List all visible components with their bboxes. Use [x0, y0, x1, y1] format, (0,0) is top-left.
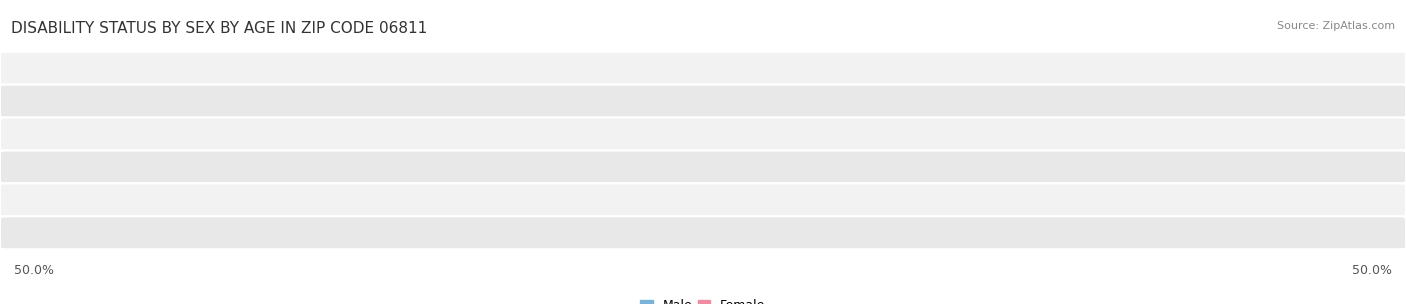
Text: 40.2%: 40.2%: [401, 226, 440, 239]
Text: 35.0%: 35.0%: [929, 226, 969, 239]
Text: DISABILITY STATUS BY SEX BY AGE IN ZIP CODE 06811: DISABILITY STATUS BY SEX BY AGE IN ZIP C…: [11, 21, 427, 36]
Text: 9.2%: 9.2%: [844, 127, 876, 140]
Bar: [593, 156, 703, 178]
Legend: Male, Female: Male, Female: [641, 299, 765, 304]
Text: 35 to 64 Years: 35 to 64 Years: [658, 161, 748, 174]
Text: 5.7%: 5.7%: [794, 161, 827, 174]
Text: 0.0%: 0.0%: [659, 62, 692, 75]
Text: 65 to 74 Years: 65 to 74 Years: [658, 193, 748, 206]
Bar: [703, 156, 783, 178]
Bar: [703, 222, 1195, 244]
Bar: [138, 222, 703, 244]
Bar: [703, 123, 832, 145]
Bar: [703, 189, 952, 211]
Text: 50.0%: 50.0%: [14, 264, 53, 277]
Text: 75 Years and over: 75 Years and over: [647, 226, 759, 239]
Text: 50.0%: 50.0%: [1353, 264, 1392, 277]
Bar: [520, 90, 703, 112]
Text: 1.4%: 1.4%: [734, 95, 766, 108]
Text: Source: ZipAtlas.com: Source: ZipAtlas.com: [1277, 21, 1395, 31]
Bar: [434, 189, 703, 211]
Text: 18 to 34 Years: 18 to 34 Years: [658, 127, 748, 140]
Text: 0.0%: 0.0%: [714, 62, 747, 75]
Text: 6.2%: 6.2%: [572, 127, 605, 140]
Text: 7.8%: 7.8%: [550, 161, 582, 174]
Text: 19.1%: 19.1%: [384, 193, 423, 206]
Text: 17.7%: 17.7%: [963, 193, 1002, 206]
Bar: [703, 90, 723, 112]
Text: 5 to 17 Years: 5 to 17 Years: [662, 95, 744, 108]
Text: Under 5 Years: Under 5 Years: [659, 62, 747, 75]
Bar: [616, 123, 703, 145]
Text: 13.0%: 13.0%: [470, 95, 509, 108]
